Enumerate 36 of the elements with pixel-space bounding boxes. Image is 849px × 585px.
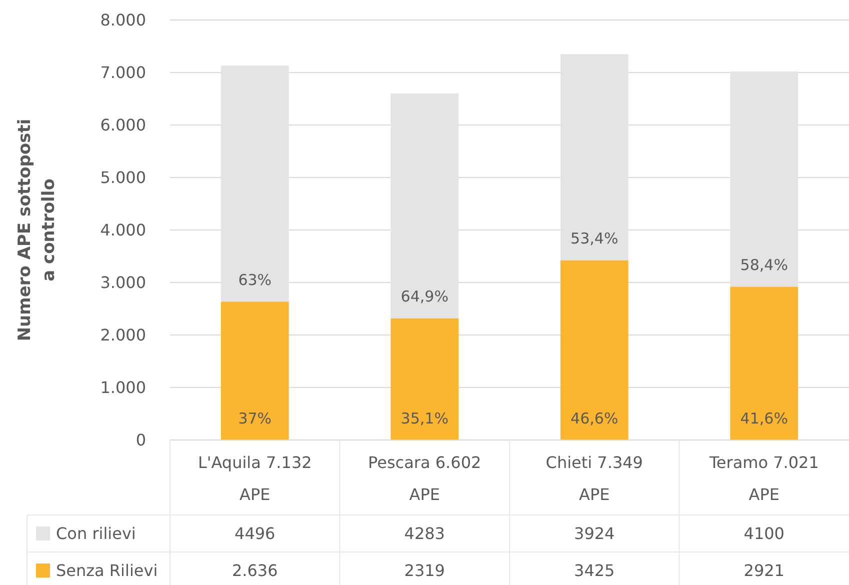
y-tick-label: 5.000: [100, 168, 146, 188]
annotation: 63%: [238, 270, 272, 289]
data-label: 3425: [574, 561, 615, 580]
data-label: 4496: [234, 524, 276, 544]
annotation: 53,4%: [570, 229, 618, 248]
bar: [220, 302, 289, 440]
y-tick-label: 4.000: [100, 220, 146, 240]
x-tick-label: Teramo 7.021 APE: [708, 453, 819, 504]
y-tick-label: 3.000: [100, 273, 146, 292]
annotation: 37%: [238, 409, 272, 428]
y-tick-label: 8.000: [100, 10, 146, 30]
y-tick-label: 0: [136, 430, 146, 450]
bar: [730, 286, 798, 440]
x-tick-label: Pescara 6.602 APE: [368, 453, 482, 504]
bar: [560, 260, 628, 440]
data-label: 2921: [744, 561, 784, 580]
y-tick-label: 2.000: [100, 326, 146, 345]
annotation: 35,1%: [400, 409, 448, 428]
annotation: 41,6%: [740, 409, 788, 428]
legend-label: Con rilievi: [56, 524, 136, 544]
bar: [390, 318, 459, 440]
y-tick-label: 7.000: [100, 63, 146, 82]
y-tick-label: 1.000: [100, 378, 146, 398]
data-label: 2319: [404, 561, 445, 580]
annotation: 58,4%: [740, 256, 788, 274]
y-tick-label: 6.000: [100, 116, 146, 135]
legend-label: Senza Rilievi: [56, 561, 158, 580]
y-axis-title: Numero APE sottoposti a controllo: [15, 118, 59, 342]
data-label: 3924: [574, 524, 615, 544]
x-tick-label: L'Aquila 7.132 APE: [198, 453, 312, 504]
data-label: 2.636: [232, 561, 278, 580]
data-label: 4100: [744, 524, 784, 544]
annotation: 46,6%: [570, 409, 618, 428]
x-tick-label: Chieti 7.349 APE: [546, 453, 643, 504]
data-label: 4283: [404, 524, 445, 544]
annotation: 64,9%: [400, 288, 448, 306]
